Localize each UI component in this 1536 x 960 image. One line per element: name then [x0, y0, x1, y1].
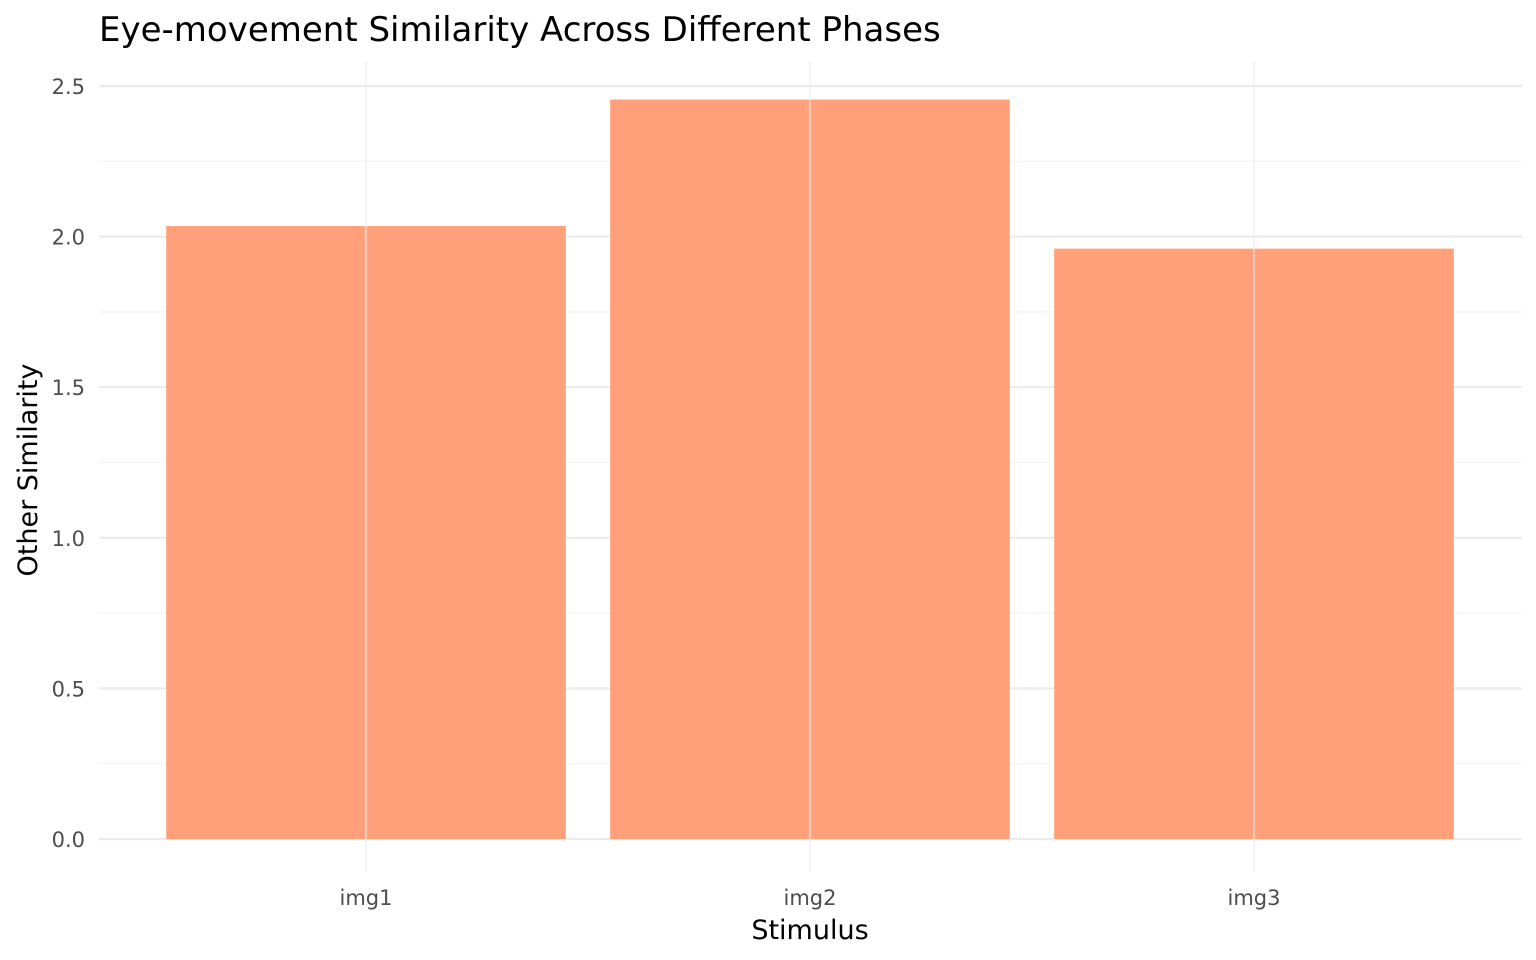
y-tick-label: 1.5 [52, 376, 85, 400]
y-tick-label: 1.0 [52, 527, 85, 551]
y-tick-label: 2.0 [52, 226, 85, 250]
x-tick-label: img1 [340, 886, 393, 910]
x-tick-label: img2 [784, 886, 837, 910]
vertical-grid [364, 62, 1256, 872]
y-axis-ticks: 0.0 0.5 1.0 1.5 2.0 2.5 [52, 75, 85, 852]
chart-title: Eye-movement Similarity Across Different… [99, 10, 941, 50]
y-tick-label: 0.5 [52, 677, 85, 701]
x-axis-ticks: img1 img2 img3 [340, 886, 1281, 910]
y-tick-label: 0.0 [52, 828, 85, 852]
x-axis-title: Stimulus [751, 915, 868, 946]
y-axis-title: Other Similarity [13, 364, 44, 577]
y-tick-label: 2.5 [52, 75, 85, 99]
x-tick-label: img3 [1228, 886, 1281, 910]
